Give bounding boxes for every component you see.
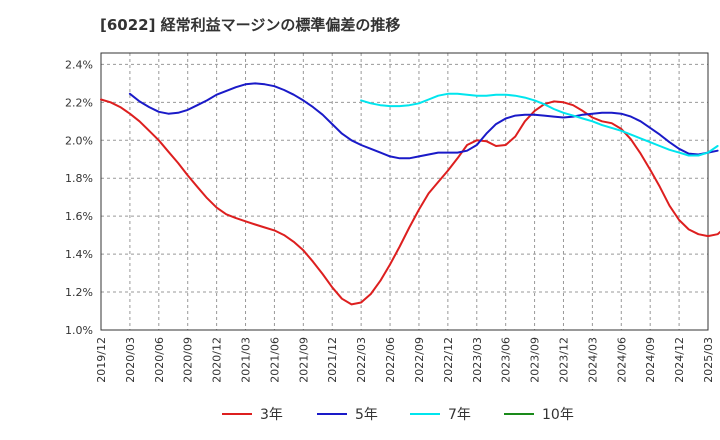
y-tick-label: 1.2% — [65, 286, 93, 299]
x-tick-label: 2020/03 — [124, 337, 137, 383]
x-tick-label: 2025/03 — [702, 337, 715, 383]
x-tick-label: 2020/06 — [153, 337, 166, 383]
x-tick-label: 2021/12 — [326, 337, 339, 383]
chart-title: [6022] 経常利益マージンの標準偏差の推移 — [100, 16, 401, 34]
x-tick-label: 2022/09 — [413, 337, 426, 383]
x-tick-label: 2020/12 — [211, 337, 224, 383]
x-tick-label: 2023/12 — [557, 337, 570, 383]
x-tick-label: 2023/03 — [471, 337, 484, 383]
x-tick-label: 2021/03 — [240, 337, 253, 383]
series-line-3 — [360, 92, 719, 157]
y-tick-label: 1.6% — [65, 210, 93, 223]
y-tick-label: 2.0% — [65, 134, 93, 147]
gridlines — [100, 53, 709, 331]
x-axis-tick-labels: 2019/12 2020/03 2020/06 2020/09 2020/12 2021/… — [95, 337, 715, 383]
x-tick-label: 2023/09 — [529, 337, 542, 383]
y-axis-tick-labels: 1.0% 1.2% 1.4% 1.6% 1.8% 2.0% 2.2% 2.4% — [65, 58, 93, 337]
legend-label-3: 7年 — [448, 407, 471, 423]
x-tick-label: 2022/03 — [355, 337, 368, 383]
legend-label-4: 10年 — [542, 407, 574, 423]
series-line-1 — [100, 98, 720, 306]
y-tick-label: 2.4% — [65, 58, 93, 71]
legend-label-2: 5年 — [355, 407, 378, 423]
x-tick-label: 2020/09 — [182, 337, 195, 383]
y-tick-label: 2.2% — [65, 96, 93, 109]
series-line-2 — [128, 82, 719, 160]
x-tick-label: 2019/12 — [95, 337, 108, 383]
x-tick-label: 2023/06 — [500, 337, 513, 383]
legend: 3年 5年 7年 10年 — [222, 407, 574, 423]
x-tick-label: 2024/12 — [673, 337, 686, 383]
x-tick-label: 2021/06 — [268, 337, 281, 383]
plot-area-frame — [100, 52, 709, 331]
x-tick-label: 2024/03 — [586, 337, 599, 383]
x-tick-label: 2021/09 — [297, 337, 310, 383]
y-tick-label: 1.0% — [65, 324, 93, 337]
y-tick-label: 1.4% — [65, 248, 93, 261]
x-tick-label: 2022/06 — [384, 337, 397, 383]
series-lines — [100, 82, 720, 306]
x-tick-label: 2024/09 — [644, 337, 657, 383]
y-tick-label: 1.8% — [65, 172, 93, 185]
x-tick-label: 2022/12 — [442, 337, 455, 383]
legend-label-1: 3年 — [260, 407, 283, 423]
x-tick-label: 2024/06 — [615, 337, 628, 383]
